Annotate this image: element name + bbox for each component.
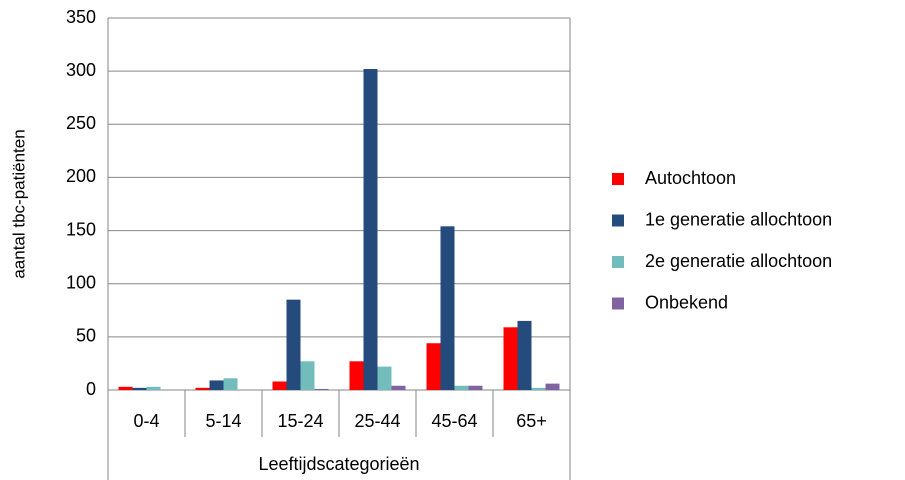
bar <box>426 343 441 390</box>
legend-swatch <box>612 297 624 310</box>
legend-swatch <box>612 256 624 268</box>
x-tick-label: 25-44 <box>354 411 400 431</box>
y-tick-label: 0 <box>86 379 96 399</box>
x-tick-label: 45-64 <box>431 411 477 431</box>
legend-swatch <box>612 214 624 227</box>
bar <box>468 385 483 390</box>
x-tick-label: 65+ <box>516 411 547 431</box>
bar <box>391 385 406 390</box>
x-tick-label: 0-4 <box>133 411 159 431</box>
bar <box>195 387 210 390</box>
bar <box>454 385 469 390</box>
x-tick-label: 15-24 <box>277 411 323 431</box>
y-tick-label: 300 <box>66 60 96 80</box>
bar <box>300 361 315 390</box>
bar <box>363 69 378 390</box>
bar <box>503 327 518 390</box>
bar <box>349 361 364 390</box>
y-tick-label: 100 <box>66 272 96 292</box>
bar <box>209 380 224 390</box>
legend-label: Onbekend <box>645 292 728 312</box>
bar <box>118 386 133 390</box>
bar <box>286 299 301 390</box>
bar <box>517 320 532 390</box>
y-tick-label: 250 <box>66 113 96 133</box>
x-axis-title: Leeftijdscategorieën <box>258 454 419 474</box>
y-tick-label: 50 <box>76 326 96 346</box>
y-tick-label: 150 <box>66 219 96 239</box>
legend-label: 1e generatie allochtoon <box>645 209 832 229</box>
y-axis-title: aantal tbc-patiënten <box>9 129 28 278</box>
y-tick-label: 200 <box>66 166 96 186</box>
bar <box>223 378 238 390</box>
bar <box>377 366 392 390</box>
bar <box>314 388 329 390</box>
legend-label: Autochtoon <box>645 168 736 188</box>
bar <box>440 226 455 390</box>
legend-swatch <box>612 173 624 185</box>
bar <box>531 387 546 390</box>
bar <box>272 381 287 390</box>
bar <box>132 387 147 390</box>
bar <box>146 386 161 390</box>
y-tick-label: 350 <box>66 7 96 27</box>
bar <box>545 383 560 390</box>
legend-label: 2e generatie allochtoon <box>645 251 832 271</box>
x-tick-label: 5-14 <box>205 411 241 431</box>
